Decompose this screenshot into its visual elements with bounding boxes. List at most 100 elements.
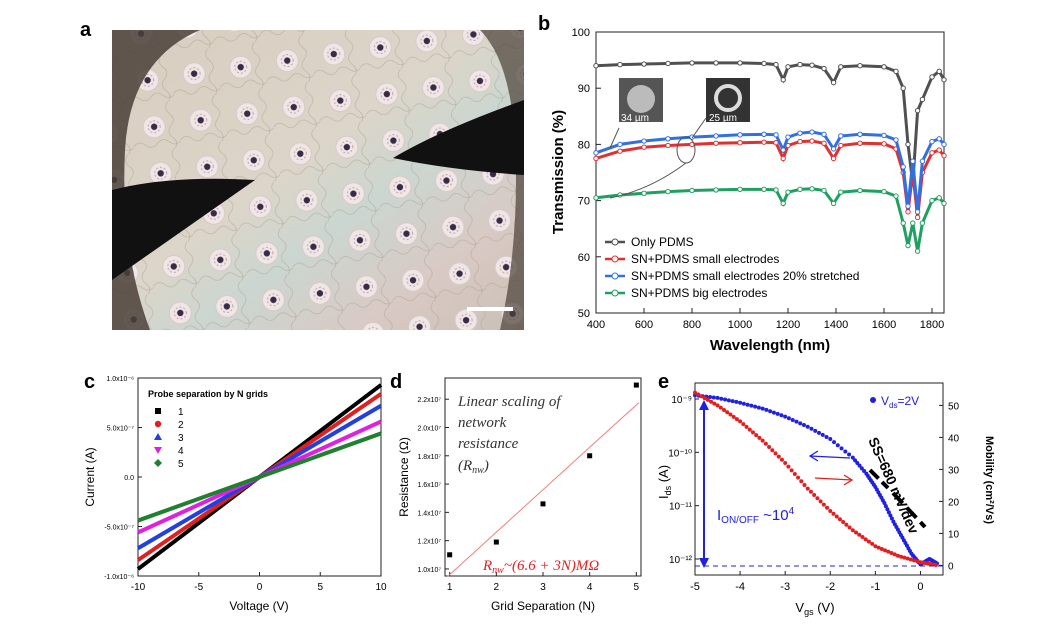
data-point-b-4	[905, 242, 911, 249]
y-tick-label-e: 10⁻⁹	[671, 395, 692, 406]
y-tick-label-d: 1.8x10⁷	[417, 454, 441, 461]
panel-label-b: b	[538, 13, 550, 35]
data-point-e-mobility	[799, 479, 804, 484]
fit-formula: Rnw~(6.6 + 3N)MΩ	[482, 558, 599, 576]
photo-vignette-left	[112, 30, 200, 330]
data-point-b-1	[914, 107, 921, 114]
data-point-b-1	[773, 61, 779, 68]
data-point-d	[493, 539, 499, 545]
data-point-b-1	[919, 96, 926, 103]
data-point-e-ids	[857, 463, 862, 468]
data-point-e-mobility	[828, 509, 833, 513]
y-axis-label-b: Transmission (%)	[550, 110, 567, 234]
data-point-e-mobility	[693, 390, 697, 395]
data-point-e-mobility	[763, 441, 768, 446]
y2-tick-label-e: 10	[948, 529, 960, 540]
legend-b: Only PDMS SN+PDMS small electrodes SN+PDMS…	[605, 235, 859, 300]
data-point-d	[587, 453, 593, 459]
data-point-b-3	[641, 138, 647, 144]
electrode-array	[112, 30, 524, 330]
x-tick-label-b: 1600	[872, 319, 896, 331]
data-point-b-3	[910, 158, 916, 164]
data-point-e-mobility	[712, 401, 717, 406]
data-point-b-4	[773, 187, 779, 193]
data-point-e-mobility	[834, 514, 839, 519]
series-line-c-5	[137, 431, 382, 523]
data-point-e-ids	[824, 434, 829, 439]
data-point-b-4	[929, 197, 935, 204]
data-point-b-2	[641, 144, 647, 150]
x-tick-label-b: 400	[587, 319, 605, 331]
annotation-line-3: resistance	[458, 436, 519, 452]
y-tick-label-c: 0.0	[124, 475, 134, 482]
data-point-e-ids	[850, 455, 855, 460]
data-point-e-mobility	[837, 517, 842, 522]
data-point-e-mobility	[876, 545, 881, 550]
legend-marker-c-1	[155, 408, 161, 414]
data-point-b-2	[838, 142, 844, 149]
on-off-ratio: ION/OFF ~104	[717, 506, 795, 526]
x-tick-label-e: -2	[825, 581, 835, 593]
data-point-b-1	[941, 77, 947, 83]
data-point-e-mobility	[908, 557, 913, 562]
data-point-b-4	[780, 200, 786, 207]
data-point-b-3	[797, 130, 803, 136]
y-tick-label-e: 10⁻¹⁰	[668, 448, 692, 459]
data-point-e-mobility	[892, 552, 897, 557]
legend-title-c: Probe separation by N grids	[148, 389, 268, 399]
y-axis-label-d: Resistance (Ω)	[397, 437, 411, 517]
x-tick-label-d: 2	[494, 582, 500, 593]
data-point-b-3	[838, 133, 844, 139]
data-point-e-mobility	[734, 417, 739, 422]
data-point-e-ids	[889, 516, 894, 521]
data-point-e-mobility	[786, 464, 791, 469]
data-point-e-mobility	[857, 532, 862, 537]
data-point-b-4	[830, 200, 837, 207]
data-point-b-4	[785, 189, 791, 195]
data-point-e-ids	[859, 466, 864, 471]
x-tick-label-b: 1800	[920, 319, 944, 331]
y-tick-label-d: 2.2x10⁷	[417, 397, 441, 404]
data-point-e-ids	[771, 410, 776, 415]
data-point-e-mobility	[854, 530, 859, 535]
x-tick-label-b: 1200	[776, 319, 800, 331]
arrow-to-right-axis	[814, 474, 854, 486]
data-point-b-3	[593, 150, 599, 156]
data-point-b-3	[914, 209, 921, 215]
data-point-e-mobility	[718, 405, 723, 410]
data-point-e-mobility	[905, 556, 910, 561]
data-point-e-ids	[853, 458, 858, 463]
y2-tick-label-e: 20	[948, 497, 960, 508]
data-point-b-2	[809, 138, 815, 144]
x-tick-label-c: -10	[131, 582, 146, 593]
data-point-e-mobility	[705, 397, 710, 402]
ss-slope-line	[868, 468, 890, 490]
annotation-line-1: Linear scaling of	[457, 394, 562, 410]
y2-tick-label-e: 0	[948, 561, 954, 572]
data-point-e-mobility	[879, 546, 884, 551]
data-point-b-4	[893, 193, 899, 199]
inset-particle-34um	[627, 85, 655, 113]
data-point-b-1	[881, 64, 887, 70]
data-point-e-mobility	[873, 544, 878, 549]
data-point-d	[633, 382, 639, 388]
data-point-e-mobility	[709, 399, 714, 404]
data-point-e-ids	[764, 407, 769, 412]
data-point-b-1	[900, 85, 906, 91]
data-point-e-mobility	[773, 451, 778, 456]
data-point-d	[540, 501, 546, 507]
data-point-b-4	[919, 220, 926, 226]
data-point-e-ids	[753, 404, 758, 409]
data-point-b-3	[941, 141, 947, 148]
data-point-e-ids	[711, 395, 716, 400]
data-point-b-3	[905, 203, 911, 209]
data-point-b-3	[830, 146, 837, 152]
y2-tick-label-e: 30	[948, 465, 960, 476]
data-point-e-mobility	[760, 438, 765, 443]
legend-marker-b-1	[611, 238, 619, 246]
data-point-e-mobility	[747, 427, 752, 432]
x-tick-label-e: -5	[690, 581, 700, 593]
data-point-e-mobility	[902, 555, 907, 560]
data-point-b-2	[941, 152, 947, 159]
data-point-e-ids	[794, 419, 799, 424]
